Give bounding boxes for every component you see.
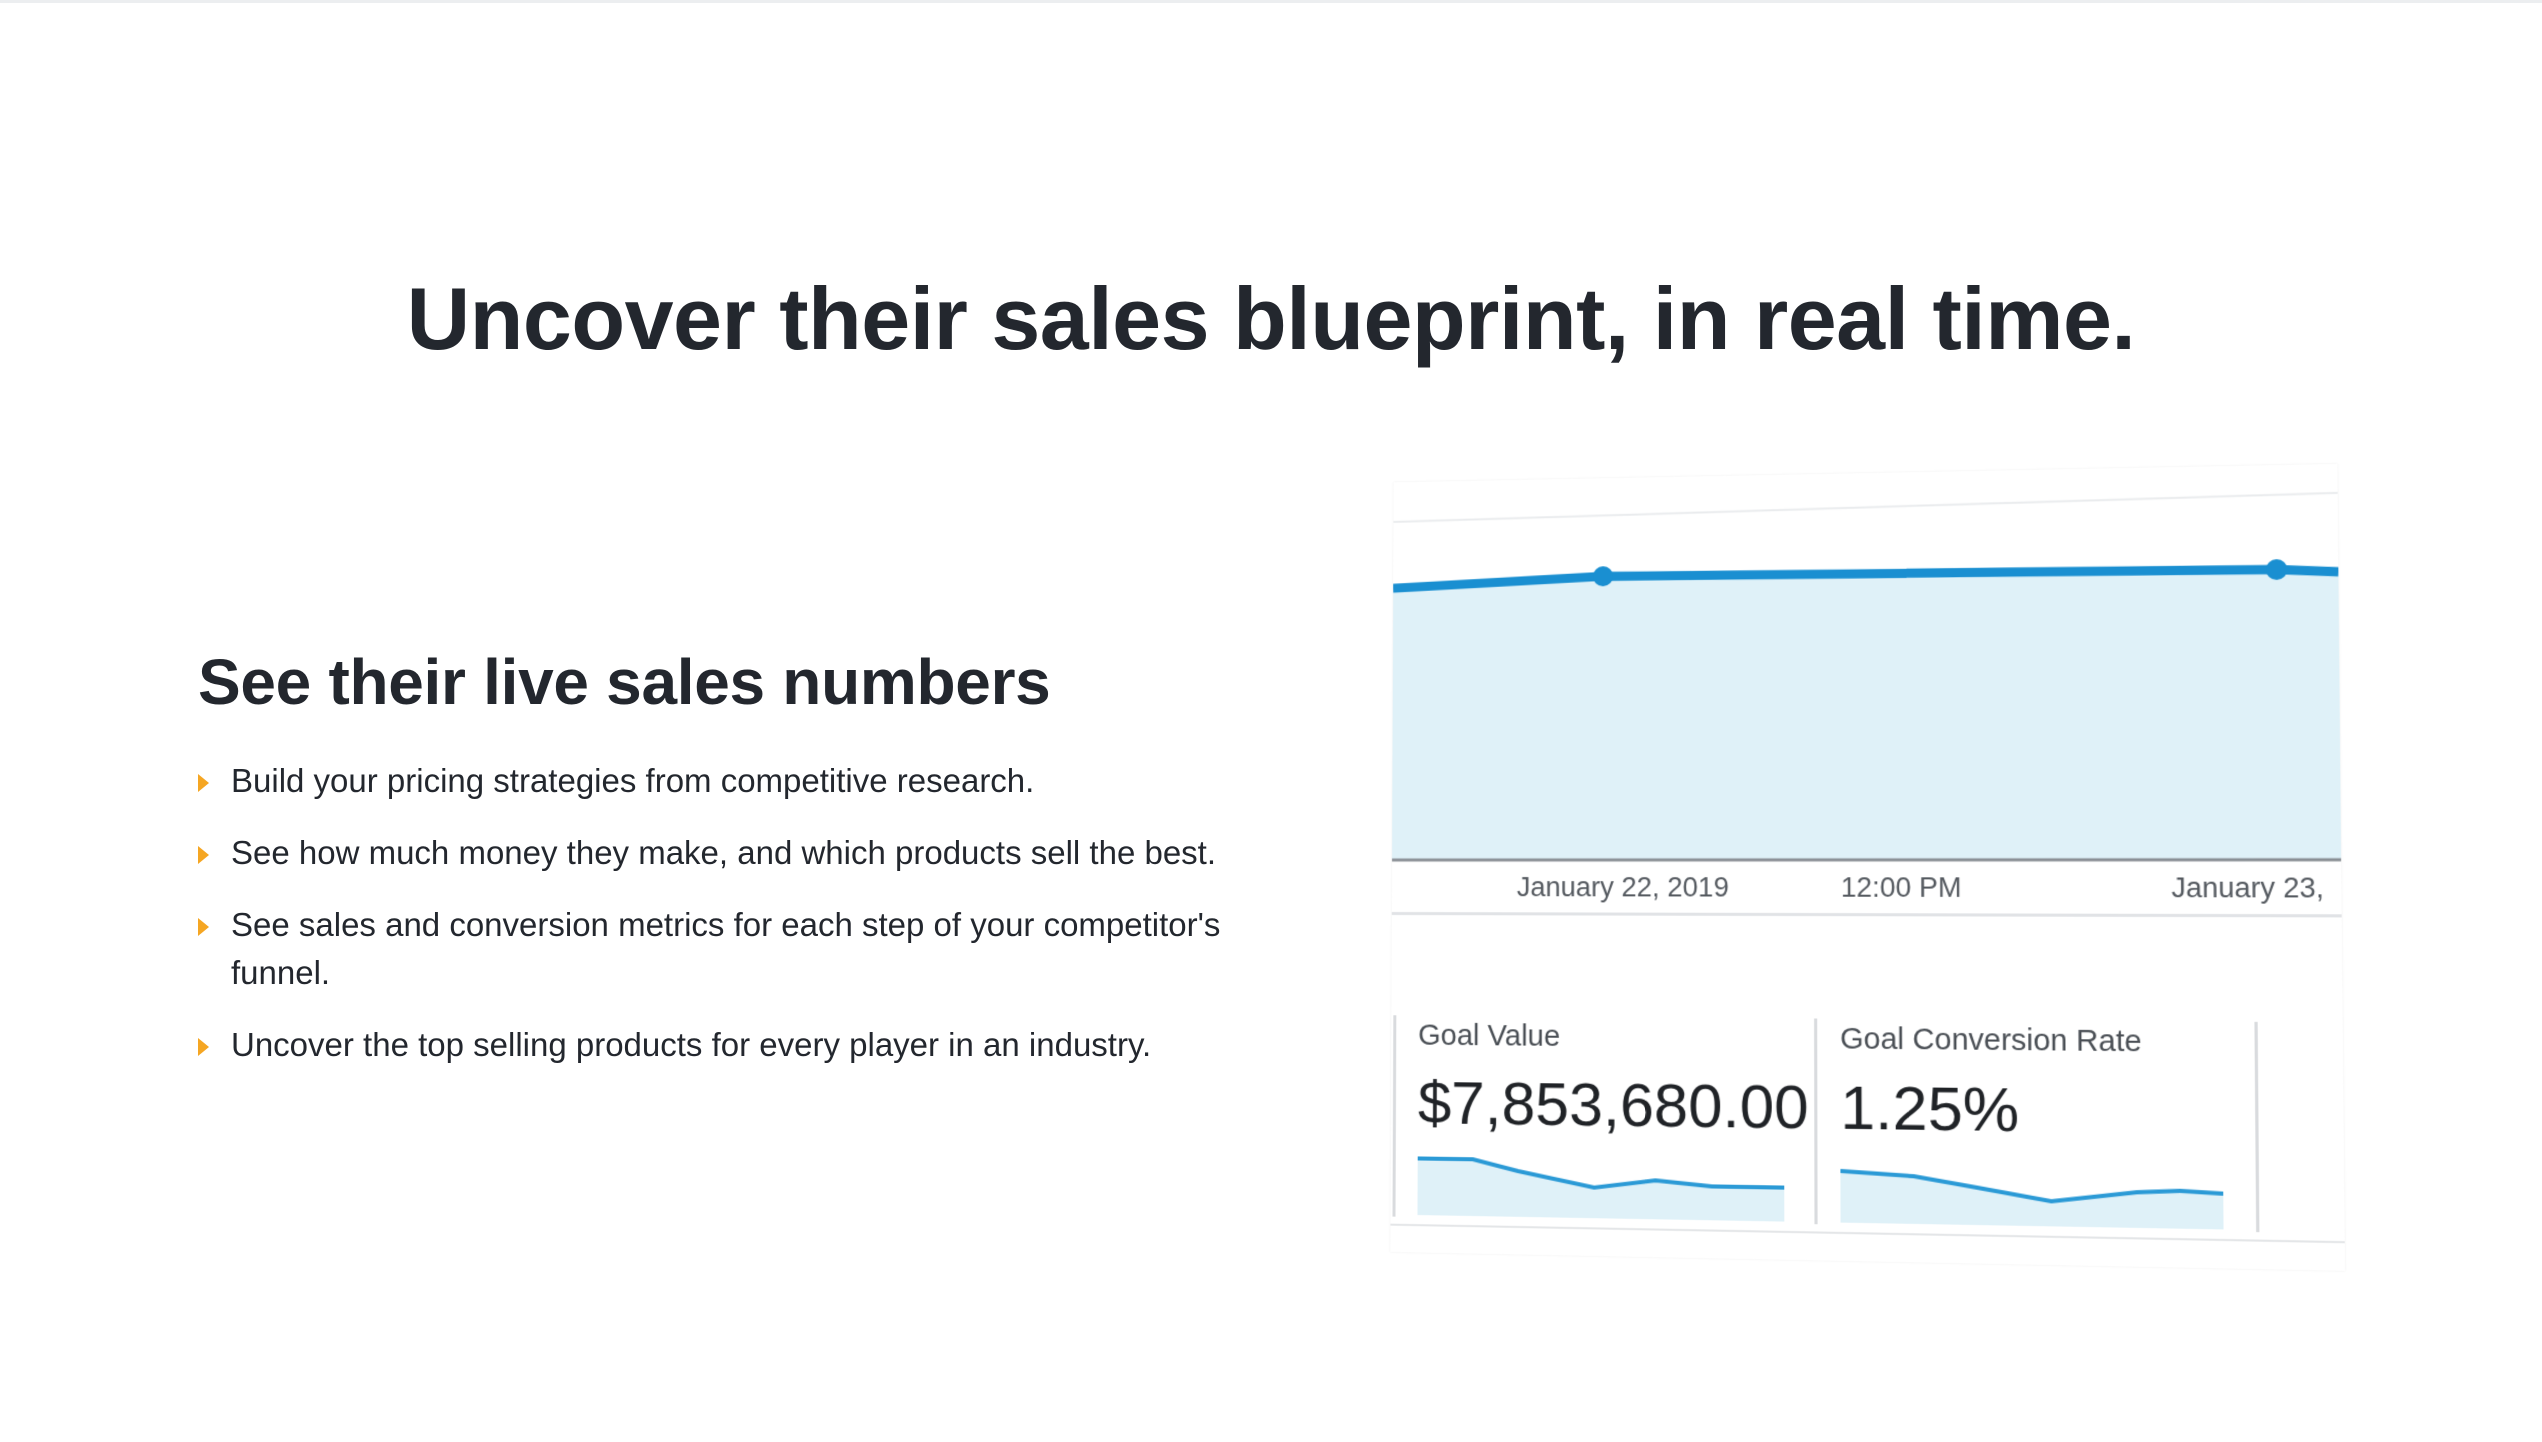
feature-section: See their live sales numbers Build your …: [198, 645, 1258, 1093]
bullet-text: See how much money they make, and which …: [231, 829, 1258, 877]
tile-value: 1.25%: [1840, 1072, 2019, 1146]
top-divider: [0, 0, 2542, 3]
sparkline-fill: [1417, 1158, 1784, 1221]
goal-value-tile: Goal Value $7,853,680.00: [1392, 1015, 1815, 1224]
sessions-line-chart: [1392, 464, 2342, 923]
caret-right-icon: [198, 774, 209, 792]
bullet-text: See sales and conversion metrics for eac…: [231, 901, 1258, 997]
feature-title: See their live sales numbers: [198, 645, 1258, 719]
goal-conversion-rate-tile: Goal Conversion Rate 1.25%: [1814, 1018, 2259, 1232]
list-item: See sales and conversion metrics for eac…: [198, 901, 1258, 997]
sparkline-fill: [1840, 1171, 2223, 1229]
x-axis-label: January 23,: [2171, 872, 2324, 905]
list-item: See how much money they make, and which …: [198, 829, 1258, 877]
goal-value-sparkline: [1417, 1144, 1784, 1221]
tile-label: Goal Value: [1418, 1019, 1560, 1054]
x-axis-label: January 22, 2019: [1517, 872, 1729, 904]
caret-right-icon: [198, 1038, 209, 1056]
dashboard-screenshot: January 22, 2019 12:00 PM January 23, Go…: [1390, 464, 2345, 1271]
tile-value: $7,853,680.00: [1418, 1068, 1809, 1143]
list-item: Build your pricing strategies from compe…: [198, 757, 1258, 805]
bullet-text: Build your pricing strategies from compe…: [231, 757, 1258, 805]
bullet-text: Uncover the top selling products for eve…: [231, 1021, 1258, 1069]
list-item: Uncover the top selling products for eve…: [198, 1021, 1258, 1069]
caret-right-icon: [198, 918, 209, 936]
page-headline: Uncover their sales blueprint, in real t…: [0, 268, 2542, 370]
caret-right-icon: [198, 846, 209, 864]
tile-label: Goal Conversion Rate: [1840, 1023, 2142, 1060]
gridline: [1393, 493, 2337, 522]
chart-area-fill: [1392, 566, 2341, 860]
feature-bullet-list: Build your pricing strategies from compe…: [198, 757, 1258, 1069]
conversion-rate-sparkline: [1840, 1150, 2223, 1229]
x-axis-label: 12:00 PM: [1841, 872, 1962, 904]
